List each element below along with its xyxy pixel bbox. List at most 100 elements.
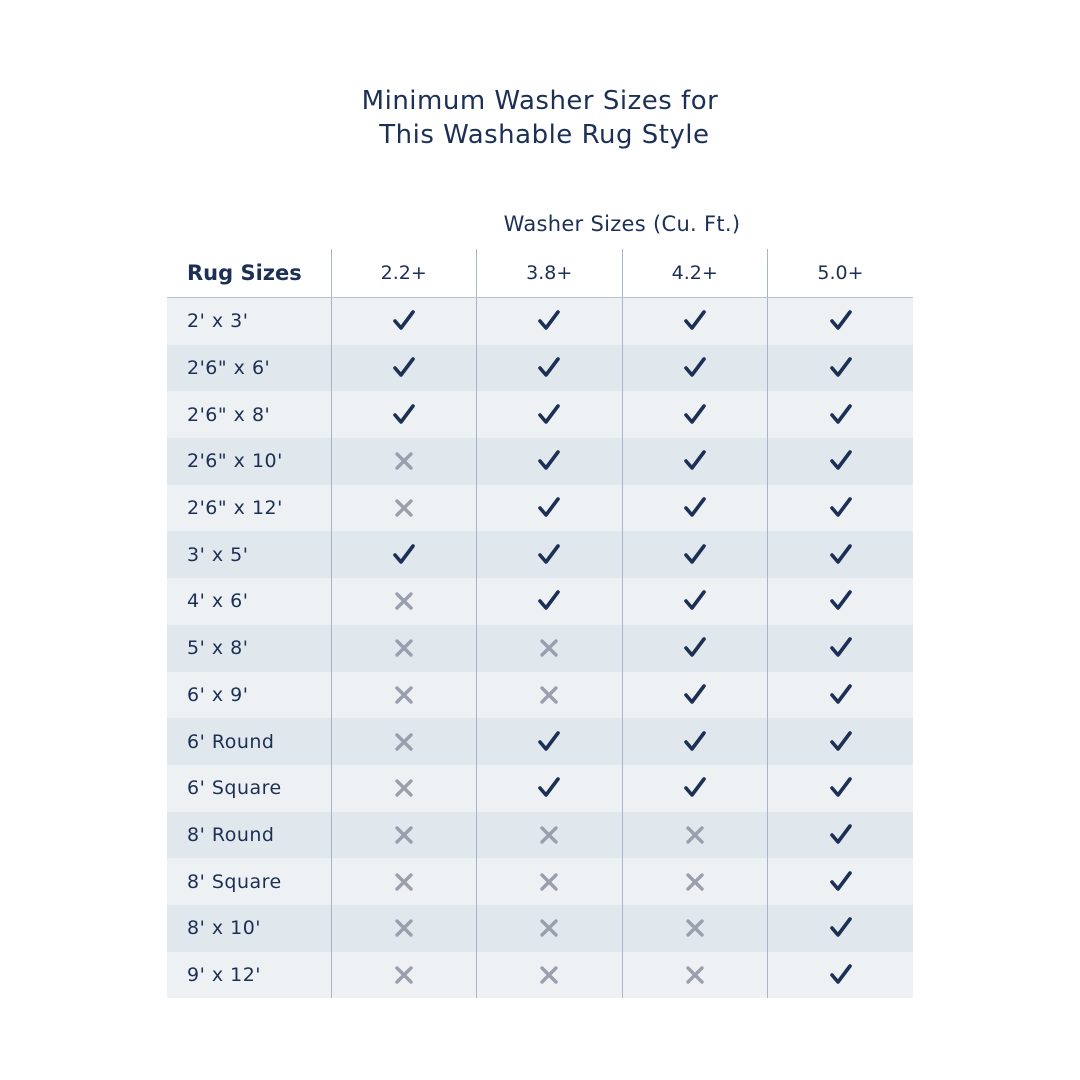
check-cell — [621, 438, 768, 485]
rug-size-label: 9' x 12' — [167, 951, 331, 999]
x-mark-icon — [537, 637, 561, 659]
rug-size-label: 5' x 8' — [167, 624, 331, 672]
x-mark-icon — [392, 917, 416, 939]
checkmark-icon — [683, 683, 707, 705]
checkmark-icon — [392, 403, 416, 425]
cross-cell — [330, 904, 477, 952]
checkmark-icon — [829, 730, 853, 752]
check-cell — [621, 578, 768, 625]
rug-size-label: 2'6" x 10' — [167, 438, 331, 485]
cross-cell — [621, 951, 768, 999]
checkmark-icon — [829, 637, 853, 659]
x-mark-icon — [537, 870, 561, 892]
table-row: 2'6" x 8' — [167, 391, 913, 439]
table-row: 3' x 5' — [167, 531, 913, 579]
table-row: 6' Square — [167, 764, 913, 812]
x-mark-icon — [392, 683, 416, 705]
rug-size-label: 2'6" x 12' — [167, 484, 331, 532]
x-mark-icon — [683, 823, 707, 845]
checkmark-icon — [537, 497, 561, 519]
check-cell — [476, 718, 622, 765]
check-cell — [767, 297, 913, 345]
check-cell — [476, 764, 622, 812]
x-mark-icon — [537, 963, 561, 985]
check-cell — [767, 531, 913, 579]
cross-cell — [621, 858, 768, 905]
cross-cell — [330, 764, 477, 812]
checkmark-icon — [829, 497, 853, 519]
check-cell — [476, 344, 622, 392]
checkmark-icon — [537, 450, 561, 472]
check-cell — [767, 671, 913, 719]
rug-size-label: 6' Square — [167, 764, 331, 812]
check-cell — [767, 578, 913, 625]
x-mark-icon — [392, 823, 416, 845]
checkmark-icon — [683, 637, 707, 659]
cross-cell — [330, 718, 477, 765]
checkmark-icon — [683, 730, 707, 752]
check-cell — [621, 344, 768, 392]
checkmark-icon — [683, 450, 707, 472]
washer-size-header: 2.2+ — [330, 249, 477, 298]
checkmark-icon — [829, 963, 853, 985]
table-row: 4' x 6' — [167, 578, 913, 625]
check-cell — [767, 764, 913, 812]
checkmark-icon — [683, 543, 707, 565]
check-cell — [767, 438, 913, 485]
title-line-2: This Washable Rug Style — [370, 120, 710, 150]
cross-cell — [330, 438, 477, 485]
cross-cell — [330, 484, 477, 532]
x-mark-icon — [683, 963, 707, 985]
table-row: 6' Round — [167, 718, 913, 765]
check-cell — [621, 764, 768, 812]
rug-size-label: 8' x 10' — [167, 904, 331, 952]
checkmark-icon — [537, 777, 561, 799]
checkmark-icon — [829, 450, 853, 472]
cross-cell — [621, 904, 768, 952]
cross-cell — [476, 904, 622, 952]
x-mark-icon — [392, 963, 416, 985]
header-row: Rug Sizes 2.2+ 3.8+ 4.2+ 5.0+ — [167, 249, 913, 298]
checkmark-icon — [392, 543, 416, 565]
check-cell — [767, 951, 913, 999]
checkmark-icon — [537, 403, 561, 425]
washer-size-header: 5.0+ — [767, 249, 913, 298]
rug-washer-table: Rug Sizes 2.2+ 3.8+ 4.2+ 5.0+ 2' x 3' 2'6… — [167, 249, 913, 999]
rug-size-label: 6' Round — [167, 718, 331, 765]
cross-cell — [330, 578, 477, 625]
cross-cell — [476, 671, 622, 719]
checkmark-icon — [392, 357, 416, 379]
check-cell — [330, 391, 477, 439]
checkmark-icon — [829, 357, 853, 379]
checkmark-icon — [829, 823, 853, 845]
table-row: 2'6" x 10' — [167, 438, 913, 485]
check-cell — [621, 718, 768, 765]
checkmark-icon — [683, 310, 707, 332]
cross-cell — [330, 811, 477, 859]
rug-size-label: 8' Round — [167, 811, 331, 859]
check-cell — [767, 344, 913, 392]
table-row: 5' x 8' — [167, 624, 913, 672]
check-cell — [330, 531, 477, 579]
washer-size-header: 3.8+ — [476, 249, 622, 298]
table-row: 2'6" x 12' — [167, 484, 913, 532]
cross-cell — [621, 811, 768, 859]
table-row: 8' Square — [167, 858, 913, 905]
checkmark-icon — [683, 497, 707, 519]
page-title: Minimum Washer Sizes for This Washable R… — [0, 84, 1080, 152]
rug-size-label: 4' x 6' — [167, 578, 331, 625]
check-cell — [767, 858, 913, 905]
checkmark-icon — [683, 590, 707, 612]
checkmark-icon — [537, 310, 561, 332]
check-cell — [767, 718, 913, 765]
cross-cell — [476, 951, 622, 999]
x-mark-icon — [392, 497, 416, 519]
washer-sizes-header: Washer Sizes (Cu. Ft.) — [503, 212, 741, 236]
check-cell — [767, 624, 913, 672]
checkmark-icon — [829, 917, 853, 939]
x-mark-icon — [392, 450, 416, 472]
rug-size-label: 8' Square — [167, 858, 331, 905]
cross-cell — [476, 858, 622, 905]
table-row: 8' x 10' — [167, 904, 913, 952]
checkmark-icon — [829, 777, 853, 799]
